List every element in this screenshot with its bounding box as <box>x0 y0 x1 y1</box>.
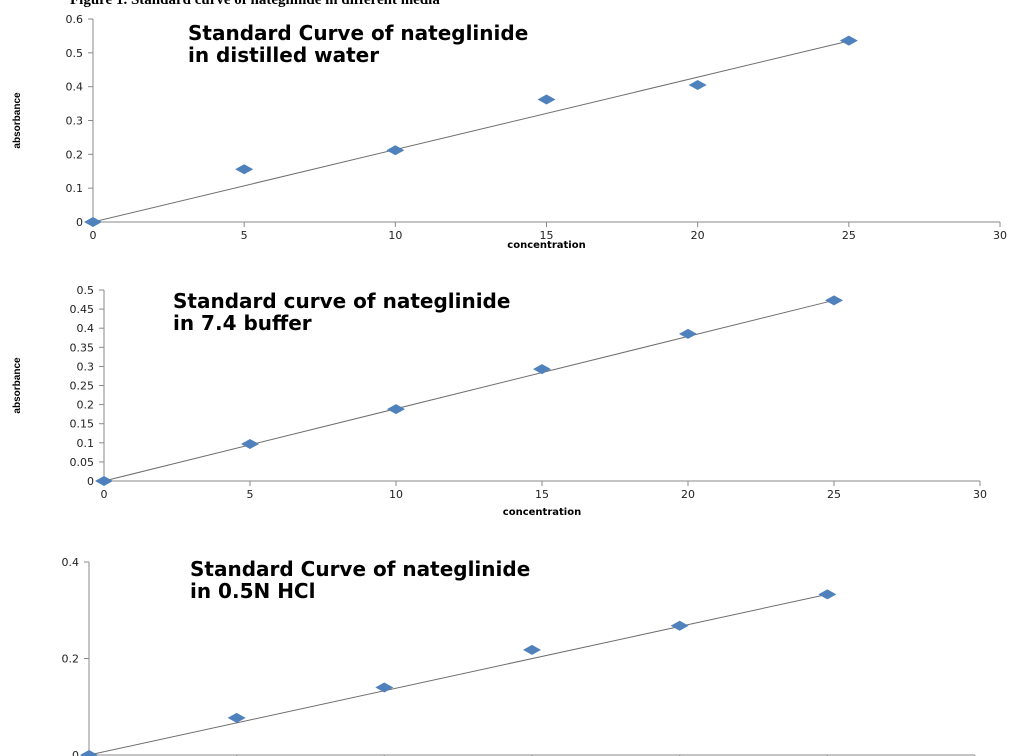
y-tick-label: 0.05 <box>70 456 95 469</box>
chart-title-line: in 7.4 buffer <box>173 311 312 335</box>
data-point-marker <box>80 750 98 756</box>
trendline <box>103 299 835 482</box>
data-point-marker <box>84 217 102 227</box>
chart-title-line: in distilled water <box>188 43 379 67</box>
x-axis-title: concentration <box>507 240 585 250</box>
chart-title-line: Standard Curve of nateglinide <box>190 557 530 581</box>
chart-distilled-water-svg: 0 0.1 0.2 0.3 0.4 0.5 0.6 0 5 10 15 20 25 30 concentra… <box>12 13 1007 250</box>
x-tick-label: 5 <box>241 229 248 242</box>
y-tick-label: 0.1 <box>77 437 95 450</box>
y-tick-label: 0.5 <box>66 47 84 60</box>
y-axis-title: absorbance <box>12 357 23 414</box>
data-point-marker <box>533 364 551 375</box>
trendline <box>88 593 828 756</box>
x-tick-label: 0 <box>90 229 97 242</box>
data-point-marker <box>95 476 113 486</box>
y-tick-label: 0.5 <box>77 284 95 297</box>
data-point-marker <box>818 589 837 600</box>
data-point-marker <box>241 438 259 449</box>
x-tick-label: 0 <box>101 488 108 501</box>
y-tick-label: 0.6 <box>66 13 84 26</box>
y-tick-label: 0.4 <box>62 556 80 569</box>
data-point-marker <box>688 79 707 90</box>
x-tick-label: 10 <box>389 488 403 501</box>
data-point-marker <box>386 145 405 156</box>
x-tick-label: 5 <box>247 488 254 501</box>
y-tick-label: 0.4 <box>77 322 95 335</box>
data-point-marker <box>839 35 858 46</box>
data-point-marker <box>523 644 541 655</box>
chart-distilled-water: 0 0.1 0.2 0.3 0.4 0.5 0.6 0 5 10 15 20 25 30 concentra… <box>0 0 1019 250</box>
y-tick-label: 0.2 <box>62 653 80 666</box>
x-tick-label: 30 <box>973 488 987 501</box>
chart-hcl: 0 0.2 0.4 Standard Curve of nateglinide in 0… <box>0 544 1019 756</box>
y-tick-label: 0.1 <box>66 182 84 195</box>
y-tick-label: 0.2 <box>77 399 95 412</box>
x-axis-title: concentration <box>503 507 581 518</box>
data-point-marker <box>537 94 556 105</box>
y-tick-label: 0.25 <box>70 380 95 393</box>
data-point-marker <box>235 164 254 175</box>
chart-title-line: Standard curve of nateglinide <box>173 289 510 313</box>
x-tick-label: 30 <box>993 229 1007 242</box>
data-point-marker <box>227 712 246 723</box>
y-tick-label: 0.45 <box>70 303 95 316</box>
data-point-marker <box>387 404 405 415</box>
chart-title-line: in 0.5N HCl <box>190 579 315 603</box>
trendline <box>92 40 849 223</box>
figure-caption-fragment: Figure 1. Standard curve of nateglinide … <box>70 0 440 8</box>
data-point-marker <box>375 682 394 693</box>
y-tick-label: 0.15 <box>70 418 95 431</box>
y-tick-label: 0.35 <box>70 341 95 354</box>
x-tick-label: 25 <box>827 488 841 501</box>
chart-buffer: 0 0.05 0.1 0.15 0.2 0.25 0.3 0.35 0.4 0.45 0.5 0 5 10… <box>0 272 1019 522</box>
x-tick-label: 25 <box>842 229 856 242</box>
y-tick-label: 0.4 <box>66 81 84 94</box>
x-tick-label: 15 <box>535 488 549 501</box>
y-tick-label: 0.2 <box>66 148 84 161</box>
chart-title-line: Standard Curve of nateglinide <box>188 21 528 45</box>
y-tick-label: 0 <box>87 475 94 488</box>
y-axis-title: absorbance <box>12 92 23 149</box>
data-point-marker <box>825 295 843 306</box>
data-point-marker <box>670 620 689 631</box>
x-tick-label: 20 <box>681 488 695 501</box>
chart-buffer-svg: 0 0.05 0.1 0.15 0.2 0.25 0.3 0.35 0.4 0.45 0.5 0 5 10… <box>12 284 987 518</box>
x-tick-label: 20 <box>691 229 705 242</box>
x-tick-label: 10 <box>388 229 402 242</box>
y-tick-label: 0.3 <box>77 360 95 373</box>
x-tick-label: 15 <box>540 229 554 242</box>
y-tick-label: 0 <box>76 216 83 229</box>
y-tick-label: 0 <box>72 749 79 756</box>
data-point-marker <box>679 328 697 339</box>
y-tick-label: 0.3 <box>66 115 84 128</box>
